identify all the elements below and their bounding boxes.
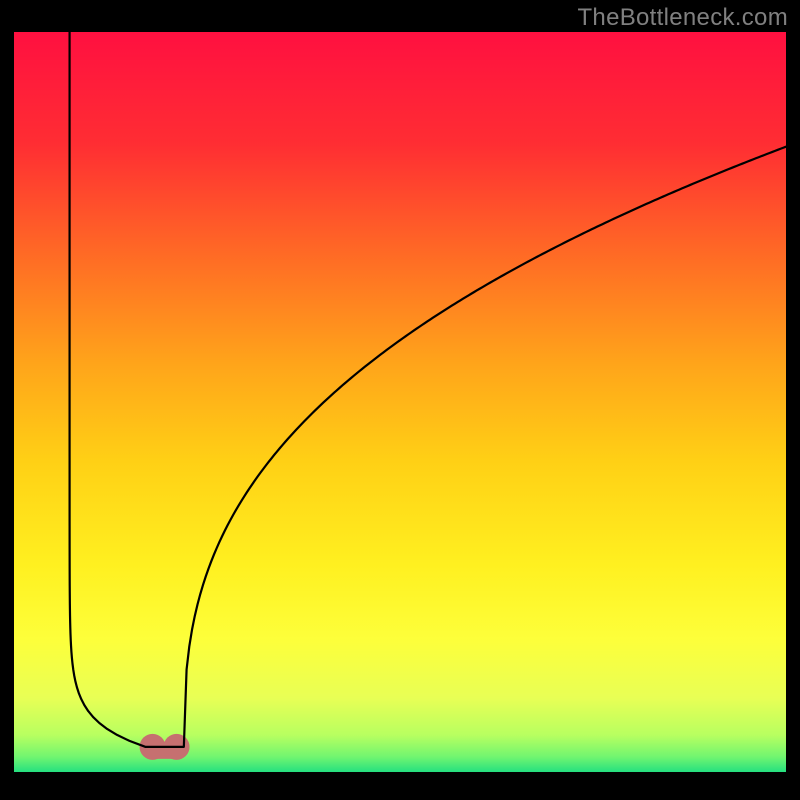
plot-background xyxy=(14,32,786,772)
watermark-label: TheBottleneck.com xyxy=(577,4,788,32)
bottleneck-chart xyxy=(0,0,800,800)
chart-container: TheBottleneck.com xyxy=(0,0,800,800)
